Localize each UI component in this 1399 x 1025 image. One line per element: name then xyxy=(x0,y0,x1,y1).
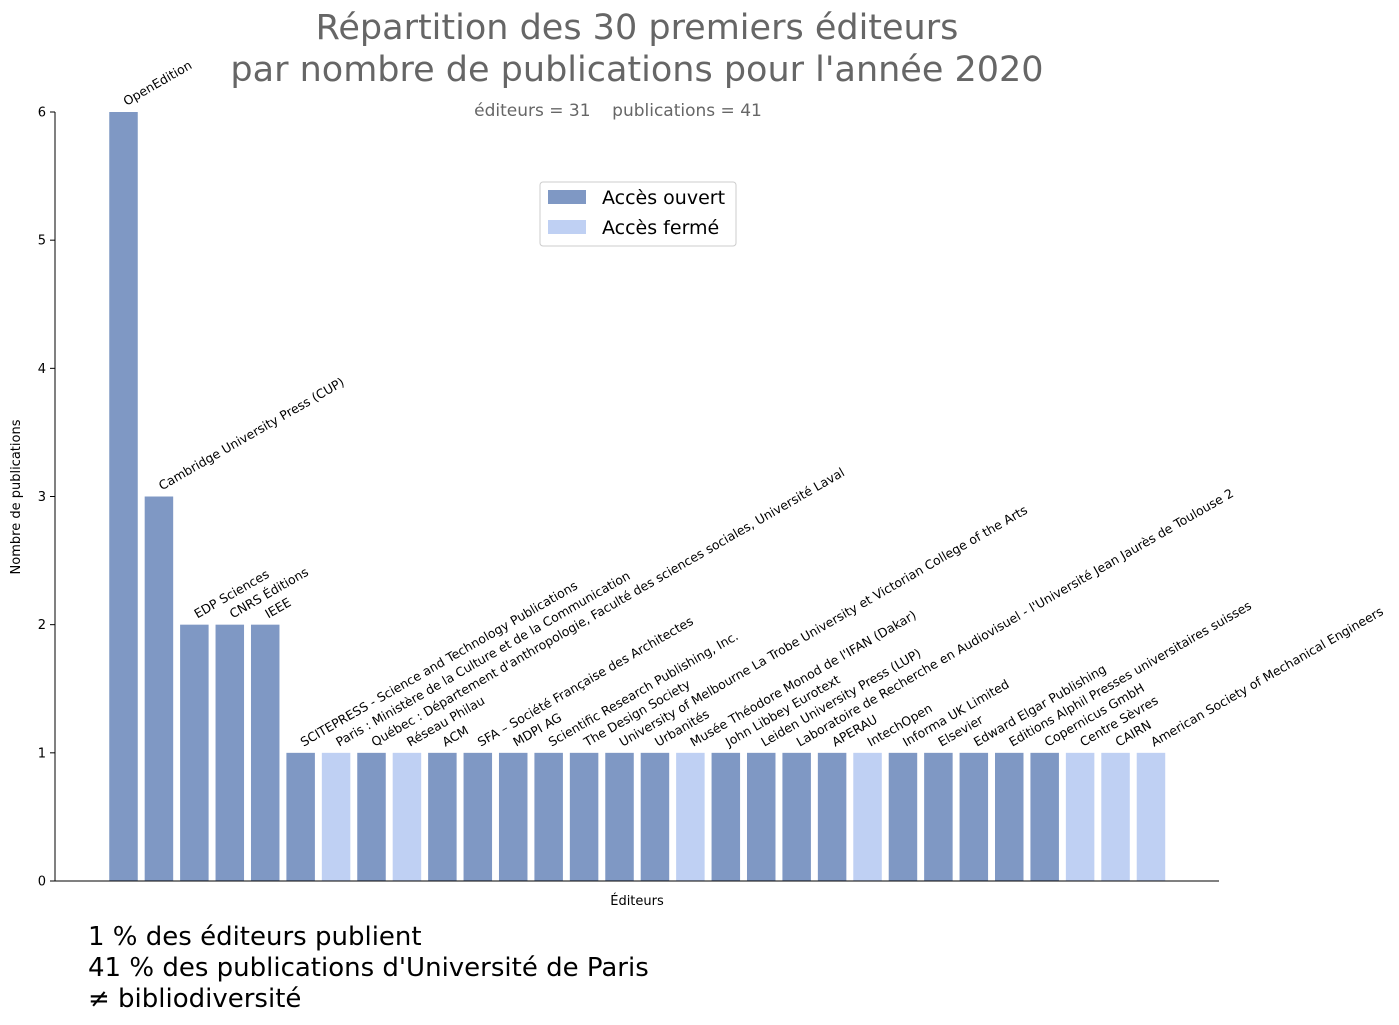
bar xyxy=(746,752,776,881)
bar xyxy=(180,624,209,881)
y-tick-label: 2 xyxy=(38,618,46,633)
y-tick-label: 5 xyxy=(38,234,46,249)
bar xyxy=(534,752,563,881)
bar xyxy=(109,112,138,881)
legend-swatch-open xyxy=(548,190,586,204)
bar-label: American Society of Mechanical Engineers xyxy=(1148,604,1386,750)
chart-title-line1: Répartition des 30 premiers éditeurs xyxy=(316,8,959,48)
bar xyxy=(640,752,670,881)
legend-label-closed: Accès fermé xyxy=(602,217,719,239)
bar xyxy=(817,752,847,881)
bar xyxy=(959,752,989,881)
bar xyxy=(428,752,457,881)
y-tick-label: 3 xyxy=(38,490,46,505)
bar xyxy=(924,752,953,881)
chart-title-line2: par nombre de publications pour l'année … xyxy=(230,50,1043,90)
bar xyxy=(321,752,351,881)
bar xyxy=(711,752,741,881)
bar xyxy=(463,752,493,881)
chart-subtitle: éditeurs = 31 publications = 41 xyxy=(474,101,762,121)
bar-labels-group: OpenEdition Cambridge University Press (C… xyxy=(121,57,1386,750)
footer-line-2: 41 % des publications d'Université de Pa… xyxy=(88,953,649,983)
y-axis: 0 1 2 3 4 5 6 xyxy=(38,106,55,890)
bar xyxy=(569,752,599,881)
bar xyxy=(357,752,386,881)
legend-swatch-closed xyxy=(548,220,586,234)
bar xyxy=(144,496,174,881)
bar xyxy=(250,624,280,881)
y-tick-label: 0 xyxy=(38,875,46,890)
y-tick-label: 1 xyxy=(38,746,46,761)
bar xyxy=(286,752,315,881)
bar-label: Cambridge University Press (CUP) xyxy=(156,374,347,493)
legend-frame xyxy=(539,181,737,247)
bar xyxy=(498,752,528,881)
footer-line-3: ≠ bibliodiversité xyxy=(88,984,302,1014)
bar xyxy=(995,752,1024,881)
bar-label: OpenEdition xyxy=(121,57,195,108)
bar xyxy=(392,752,422,881)
bar xyxy=(1136,752,1166,881)
footer-notes: 1 % des éditeurs publient 41 % des publi… xyxy=(88,922,649,1015)
bar xyxy=(676,752,705,881)
footer-line-1: 1 % des éditeurs publient xyxy=(88,922,422,952)
bar xyxy=(888,752,918,881)
bar xyxy=(782,752,811,881)
bar xyxy=(1030,752,1059,881)
bar xyxy=(1101,752,1130,881)
bars-group xyxy=(109,112,1166,881)
bar-label: Laboratoire de Recherche en Audiovisuel … xyxy=(794,485,1236,749)
legend-label-open: Accès ouvert xyxy=(602,187,725,209)
legend: Accès ouvert Accès fermé xyxy=(539,181,737,247)
y-tick-label: 6 xyxy=(38,106,46,121)
bar xyxy=(853,752,882,881)
y-tick-label: 4 xyxy=(38,362,46,377)
bar xyxy=(1065,752,1095,881)
x-axis-label: Éditeurs xyxy=(610,893,664,909)
bar xyxy=(215,624,245,881)
bar xyxy=(605,752,634,881)
y-axis-label: Nombre de publications xyxy=(9,419,24,574)
